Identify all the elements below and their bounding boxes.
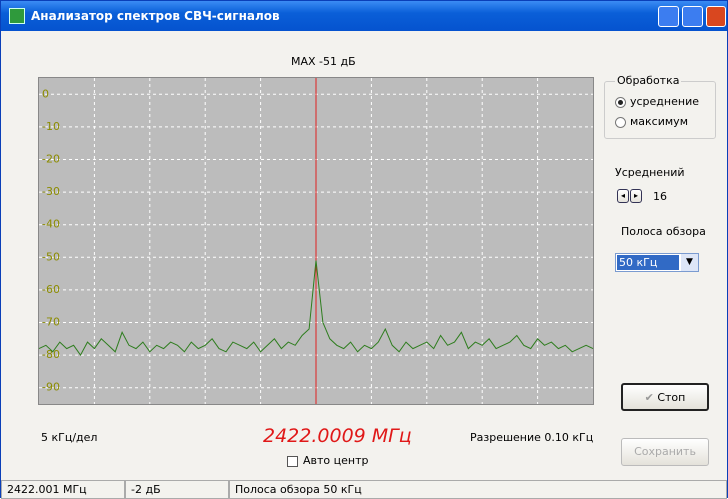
checkbox-label: Авто центр xyxy=(303,454,369,467)
maximize-button[interactable] xyxy=(682,6,703,27)
y-tick-label: 0 xyxy=(42,87,49,100)
y-tick-label: -90 xyxy=(42,381,60,394)
title-bar: Анализатор спектров СВЧ-сигналов xyxy=(1,1,727,31)
save-button[interactable]: Сохранить xyxy=(621,438,709,466)
spin-right[interactable]: ▸ xyxy=(630,189,642,203)
status-cell: 2422.001 МГц xyxy=(1,480,125,499)
y-tick-label: -60 xyxy=(42,283,60,296)
window-title: Анализатор спектров СВЧ-сигналов xyxy=(31,9,280,23)
spectrum-trace xyxy=(38,260,594,357)
spectrum-plot: 0 -10 -20 -30 -40 -50 -60 -70 -80 -90 xyxy=(38,77,594,405)
scale-label: 5 кГц/дел xyxy=(41,431,98,444)
resolution-label: Разрешение 0.10 кГц xyxy=(470,431,594,444)
minimize-button[interactable] xyxy=(658,6,679,27)
label: Полоса обзора xyxy=(621,225,706,238)
app-icon xyxy=(9,8,25,24)
y-tick-label: -80 xyxy=(42,348,60,361)
status-cell: Полоса обзора 50 кГц xyxy=(229,480,727,499)
radio[interactable]: усреднение xyxy=(615,95,699,108)
radio[interactable]: максимум xyxy=(615,115,688,128)
y-tick-label: -50 xyxy=(42,250,60,263)
status-cell: -2 дБ xyxy=(125,480,229,499)
center-frequency: 2422.0009 МГц xyxy=(263,425,412,447)
y-tick-label: -70 xyxy=(42,316,60,329)
close-button[interactable] xyxy=(706,6,726,27)
y-tick-label: -30 xyxy=(42,185,60,198)
chart-title: MAX -51 дБ xyxy=(291,55,356,68)
auto-center-checkbox[interactable]: Авто центр xyxy=(287,454,368,467)
group-label: Обработка xyxy=(615,74,682,87)
y-tick-label: -40 xyxy=(42,218,60,231)
radio-label: усреднение xyxy=(630,95,699,108)
label: Усреднений xyxy=(615,166,685,179)
button-label: Стоп xyxy=(657,391,686,404)
processing-group xyxy=(604,81,716,139)
spin-value: 16 xyxy=(653,190,667,203)
combo-value: 50 кГц xyxy=(617,255,679,270)
span-combo[interactable]: 50 кГц ▼ xyxy=(615,253,699,272)
y-tick-label: -10 xyxy=(42,120,60,133)
combo-arrow[interactable]: ▼ xyxy=(681,254,698,271)
stop-button[interactable]: ✔ Стоп xyxy=(621,383,709,411)
y-tick-label: -20 xyxy=(42,153,60,166)
radio-label: максимум xyxy=(630,115,688,128)
spin-left[interactable]: ◂ xyxy=(617,189,629,203)
